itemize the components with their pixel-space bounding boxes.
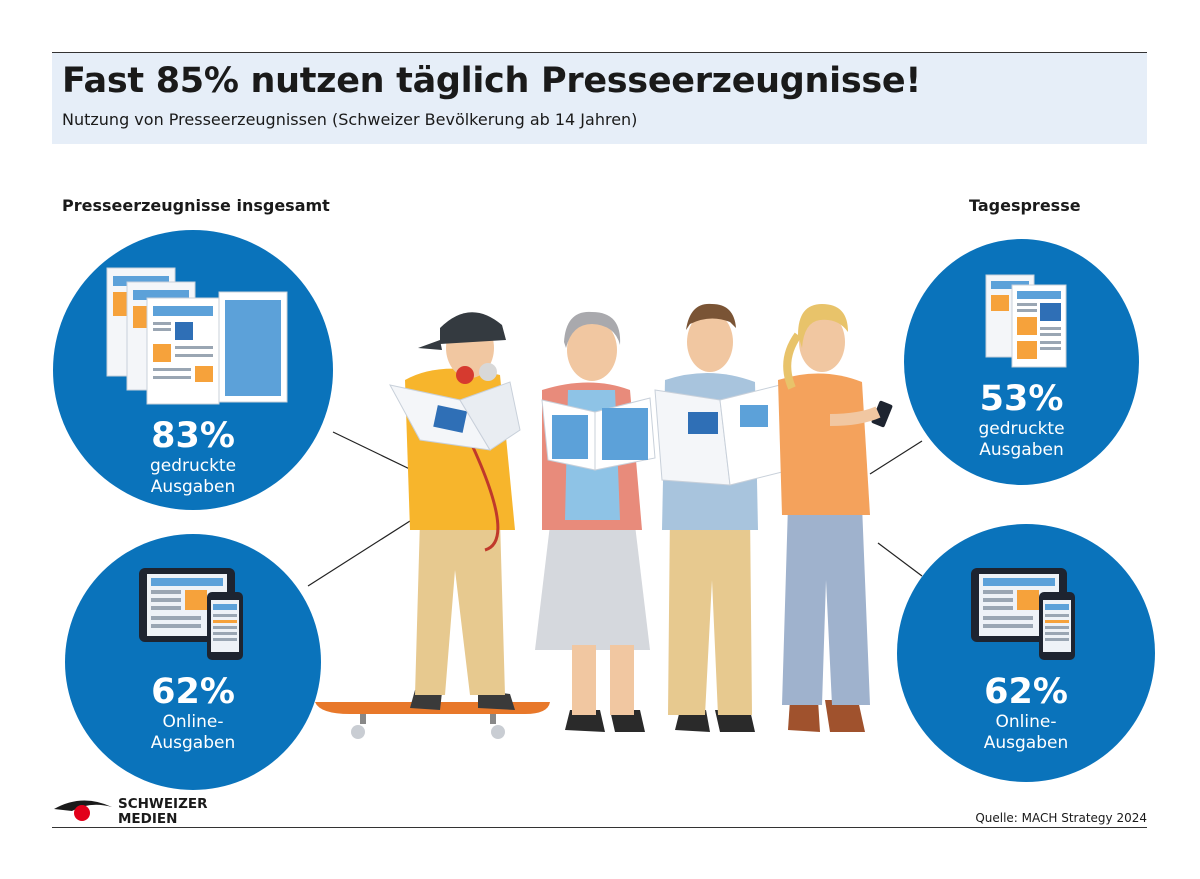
stat-percent: 62% [984, 672, 1068, 712]
stat-circle-daily-online: 62% Online- Ausgaben [897, 524, 1155, 782]
stat-label-line2: Ausgaben [150, 477, 236, 497]
stat-label: gedruckte Ausgaben [904, 419, 1139, 461]
stat-label-line1: Online- [995, 712, 1057, 732]
stat-label-line2: Ausgaben [983, 733, 1069, 753]
stat-label: gedruckte Ausgaben [53, 456, 333, 498]
brand-name: SCHWEIZER MEDIEN [118, 797, 207, 827]
stat-label-line2: Ausgaben [979, 440, 1064, 460]
people-reading-illustration [315, 303, 893, 739]
stat-percent: 62% [151, 672, 235, 712]
stat-circle-overall-print: 83% gedruckte Ausgaben [53, 230, 333, 510]
person-man [654, 303, 791, 732]
person-young-man [389, 312, 521, 710]
person-woman-with-phone [778, 304, 893, 732]
stat-label: Online- Ausgaben [897, 712, 1155, 754]
stat-label: Online- Ausgaben [65, 712, 321, 754]
bottom-divider [52, 827, 1147, 828]
section-label-daily-press: Tagespresse [969, 196, 1081, 215]
brand-line2: MEDIEN [118, 811, 178, 827]
page-subtitle: Nutzung von Presseerzeugnissen (Schweize… [62, 110, 638, 129]
stat-percent: 53% [979, 379, 1064, 419]
stat-circle-daily-print: 53% gedruckte Ausgaben [904, 239, 1139, 485]
stat-circle-overall-online: 62% Online- Ausgaben [65, 534, 321, 790]
stat-label-line1: Online- [162, 712, 224, 732]
schweizer-medien-logo-icon [54, 800, 112, 821]
stat-label-line1: gedruckte [978, 419, 1065, 439]
section-label-overall: Presseerzeugnisse insgesamt [62, 196, 330, 215]
stat-label-line1: gedruckte [149, 456, 237, 476]
newspaper-icon [985, 274, 1067, 368]
tablet-phone-icon [971, 568, 1075, 660]
stat-label-line2: Ausgaben [150, 733, 236, 753]
newspaper-stack-icon [106, 267, 288, 405]
tablet-phone-icon [139, 568, 243, 660]
brand-line1: SCHWEIZER [118, 796, 208, 812]
person-elderly-woman [535, 311, 656, 732]
stat-percent: 83% [151, 416, 235, 456]
header-banner: Fast 85% nutzen täglich Presseerzeugniss… [52, 52, 1147, 144]
page-title: Fast 85% nutzen täglich Presseerzeugniss… [62, 61, 922, 101]
source-note: Quelle: MACH Strategy 2024 [975, 811, 1147, 825]
